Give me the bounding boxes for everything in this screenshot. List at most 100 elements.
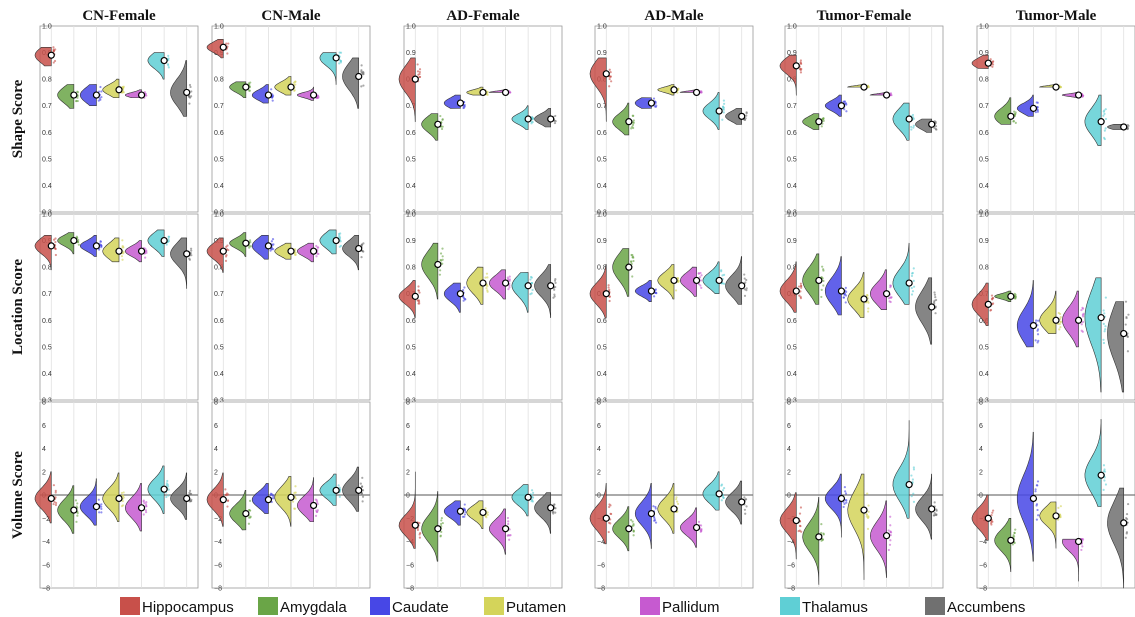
data-point <box>100 90 103 93</box>
data-point <box>1081 95 1084 98</box>
data-point <box>315 499 318 502</box>
y-tick-label: 4 <box>406 446 410 453</box>
mean-marker <box>647 509 656 518</box>
legend-swatch <box>484 597 504 615</box>
y-tick-label: 0.5 <box>597 156 607 163</box>
data-point <box>1080 548 1083 552</box>
data-point <box>338 234 341 237</box>
data-point <box>1102 488 1105 491</box>
violin-hippocampus <box>589 57 607 122</box>
data-point <box>743 294 747 297</box>
violin-amygdala <box>421 242 439 300</box>
data-point <box>675 496 678 499</box>
mean-marker <box>287 493 295 501</box>
violin-accumbens <box>915 473 933 540</box>
data-point <box>723 102 726 105</box>
y-tick-label: 0.8 <box>597 265 607 272</box>
data-point <box>439 258 442 262</box>
data-point <box>294 485 297 488</box>
mean-marker <box>692 523 701 532</box>
y-tick-label: 1.0 <box>214 24 224 31</box>
data-point <box>165 495 168 499</box>
data-point <box>1014 111 1017 114</box>
data-point <box>889 284 892 287</box>
data-point <box>416 70 420 73</box>
y-tick-label: 0.5 <box>979 156 989 163</box>
mean-marker <box>332 486 340 494</box>
violin-caudate <box>1016 280 1034 348</box>
mean-marker <box>860 83 868 91</box>
data-point <box>866 492 869 495</box>
mean-marker <box>815 533 823 541</box>
column-title-ad-male: AD-Male <box>644 8 703 24</box>
data-point <box>820 125 823 128</box>
y-tick-label: 1.0 <box>406 212 416 219</box>
y-tick-label: −8 <box>979 586 987 593</box>
mean-marker <box>984 59 992 67</box>
y-tick-label: −2 <box>42 516 50 523</box>
y-tick-label: 0 <box>597 493 601 500</box>
data-point <box>463 103 466 107</box>
data-point <box>1125 316 1128 320</box>
data-point <box>722 108 725 111</box>
data-point <box>1037 319 1040 322</box>
data-point <box>1080 308 1083 312</box>
data-point <box>1013 292 1016 295</box>
data-point <box>820 288 823 291</box>
y-tick-label: 0.5 <box>42 344 52 351</box>
data-point <box>508 91 511 94</box>
violin-putamen <box>1039 290 1057 334</box>
y-tick-label: 2 <box>214 469 218 476</box>
mean-marker <box>738 282 746 290</box>
data-point <box>743 496 746 499</box>
data-point <box>934 128 938 131</box>
data-point <box>360 85 363 88</box>
data-point <box>991 511 994 514</box>
data-point <box>1104 483 1108 486</box>
data-point <box>463 513 467 516</box>
mean-marker <box>160 485 168 493</box>
data-point <box>842 505 845 509</box>
data-point <box>97 90 101 93</box>
mean-marker <box>309 501 318 510</box>
y-tick-label: 0.6 <box>406 318 416 325</box>
violin-hippocampus <box>206 472 224 527</box>
data-point <box>271 238 275 241</box>
data-point <box>486 511 489 514</box>
mean-marker <box>264 91 273 99</box>
legend-item-putamen: Putamen <box>484 597 566 616</box>
data-point <box>866 527 870 531</box>
violin-caudate <box>79 478 97 526</box>
violin-caudate <box>443 94 461 109</box>
y-tick-label: 0.6 <box>787 318 797 325</box>
data-point <box>338 51 341 54</box>
legend-swatch <box>925 597 945 615</box>
data-point <box>1036 484 1039 487</box>
data-point <box>1059 317 1062 321</box>
y-tick-label: −6 <box>406 562 414 569</box>
data-point <box>1102 110 1105 113</box>
violin-amygdala <box>229 81 247 99</box>
data-point <box>316 502 319 506</box>
mean-marker <box>928 505 936 513</box>
y-tick-label: 0.5 <box>979 344 989 351</box>
data-point <box>464 510 467 514</box>
violin-hippocampus <box>971 54 989 69</box>
data-point <box>933 293 937 296</box>
data-point <box>934 125 938 128</box>
data-point <box>507 522 510 526</box>
violin-pallidum <box>124 240 142 263</box>
violin-putamen <box>847 272 865 318</box>
violin-amygdala <box>57 232 75 255</box>
data-point <box>887 529 890 532</box>
panel-tumor-male-2: −8−6−4−202468 <box>971 400 1135 593</box>
data-point <box>676 502 680 505</box>
data-point <box>554 285 557 289</box>
data-point <box>440 127 444 131</box>
data-point <box>798 512 802 515</box>
y-tick-label: −6 <box>42 562 50 569</box>
data-point <box>989 309 992 312</box>
data-point <box>720 269 723 272</box>
data-point <box>142 513 145 516</box>
